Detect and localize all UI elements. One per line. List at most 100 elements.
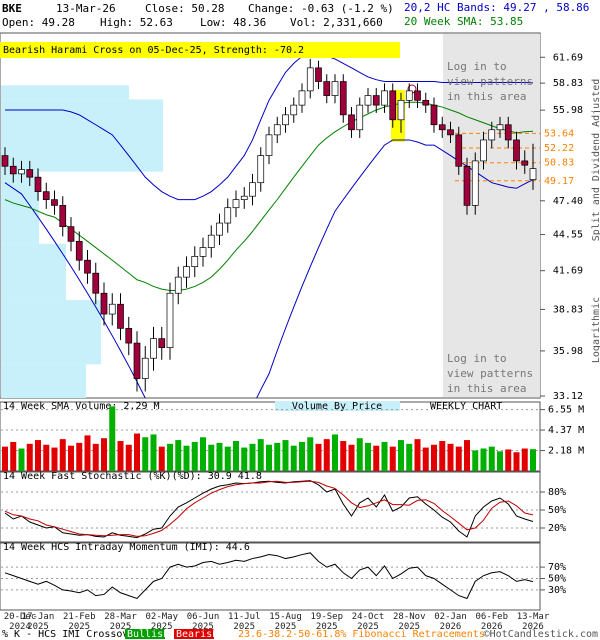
symbol: BKE [2,2,22,15]
date: 13-Mar-26 [56,2,116,15]
volume-bar [18,448,25,471]
volume-bar [200,437,206,471]
candle-body [372,95,380,106]
side-label: Split and Dividend Adjusted [591,79,600,242]
candle-body [34,176,42,193]
y-tick-label: 50% [548,574,566,585]
volume-bar [167,443,173,471]
volume-bar [191,441,198,471]
volume-bar [175,440,182,471]
candle-body [158,338,166,348]
login-notice[interactable]: Log in to view patterns in this area [447,60,534,103]
candle-body [290,104,298,116]
y-tick-label: 30% [548,585,566,596]
volume-bar [455,446,462,471]
volume-bar [2,446,8,471]
candle-body [51,199,58,206]
volume-bar [497,451,503,471]
volume-bar [224,446,231,471]
x-tick-label: 02-Jan 2026 [434,612,467,632]
candle-body [183,266,190,278]
x-tick-label: 15-Aug 2025 [269,612,302,632]
volume-bar [431,444,437,471]
series-line [4,139,534,398]
volume-bar [257,439,264,471]
candle-body [488,129,496,141]
series-line [4,552,534,600]
login-notice[interactable]: Log in to view patterns in this area [447,352,534,395]
volume-bar [92,443,99,471]
volume-bar [422,447,429,471]
volume-bar [464,440,470,471]
candle-body [191,256,199,268]
candle-body [257,155,265,184]
fibonacci-label: 50.83 [544,158,574,169]
y-tick-label: 38.83 [553,304,583,315]
volume-bar [142,437,149,471]
stochastic-title: 14 Week Fast Stochastic (%K)(%D): 30.9 4… [3,471,262,482]
x-tick-label: 17-Jan 2025 [21,612,55,632]
candle-body [265,134,273,156]
y-tick-label: 20% [548,523,566,534]
candle-body [323,81,331,96]
side-label: Logarithmic [591,297,600,363]
bands: 20,2 HC Bands: 49.27 , 58.86 [404,1,589,14]
volume-bar [241,447,248,471]
fibonacci-label: 52.22 [544,143,574,154]
candle-body [405,90,413,101]
volume-bar [323,439,330,471]
open: Open: 49.28 [2,16,75,29]
volume-bar [480,448,487,471]
vbp-label-box [275,401,400,411]
candle-body [496,124,504,131]
volume-bar [356,438,363,471]
candle-body [356,104,364,131]
candle-body [315,67,322,82]
candle-body [207,234,215,248]
candle-body [463,165,471,206]
candle-body [331,81,339,96]
locked-area [443,34,540,397]
volume-bar [134,433,140,471]
candle-body [59,205,67,228]
fibonacci-legend: 23.6-38.2-50-61.8% Fibonacci Retracement… [238,629,485,640]
volume-bar [389,446,396,471]
volume-bar [365,442,371,471]
volume-bar [216,442,223,471]
y-tick-label: 80% [548,487,566,498]
volume-bar [299,441,305,471]
volume-by-price-bar [1,171,39,244]
candle-body [438,124,446,131]
volume-bar [488,446,495,471]
volume-bar [290,445,297,471]
volume-by-price-bar [1,300,101,365]
volume-bar [513,452,520,471]
volume-bar [315,443,322,471]
close: Close: 50.28 [145,2,224,15]
volume-bar [117,441,124,471]
bearish-box [174,629,214,639]
candle-body [348,114,355,131]
candle-body [108,303,116,315]
bullish: Bullish [127,629,169,640]
candle-body [282,114,289,126]
volume-bar [158,446,165,471]
candle-body [422,99,430,106]
volume-bar [521,448,528,471]
candle-body [529,168,537,180]
y-tick-label: 44.55 [553,230,583,241]
volume-bar [68,445,74,471]
volume-bar [472,450,479,471]
fibonacci-label: 49.17 [544,176,574,187]
candle-body [471,160,479,206]
y-tick-label: 58.83 [553,78,583,89]
x-tick-label: 13-Mar 2026 [516,612,550,632]
volume-bar [10,441,17,471]
bullish-box [125,629,165,639]
candle-body [174,276,182,294]
y-tick-label: 41.69 [553,266,583,277]
bearish: Bearish [176,629,218,640]
candle-body [75,240,83,261]
